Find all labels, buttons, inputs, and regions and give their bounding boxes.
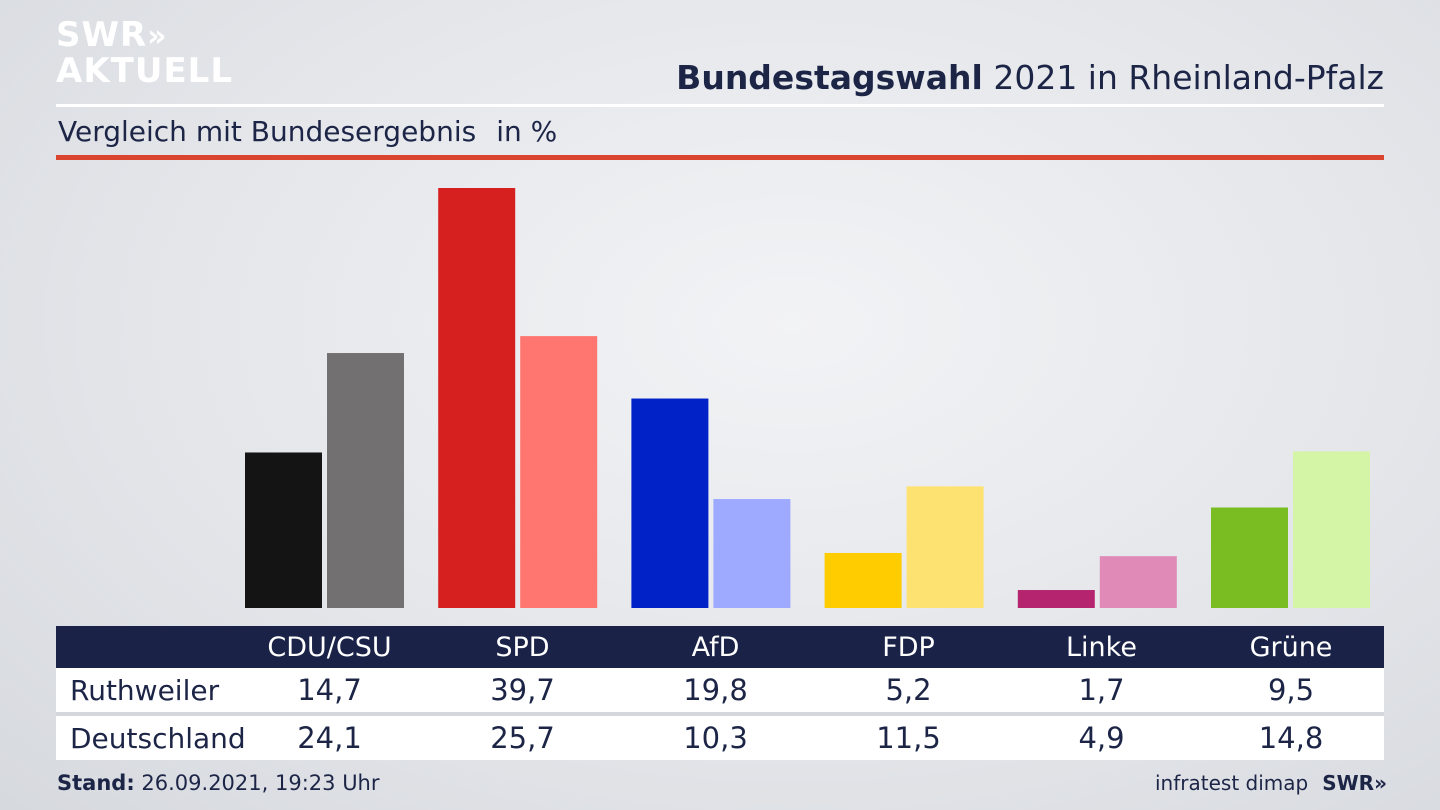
value-cell: 11,5	[812, 712, 1005, 760]
source-text: infratest dimap	[1155, 771, 1309, 795]
bar-cducsu-deutschland	[327, 353, 404, 608]
table-row-deutschland: Deutschland 24,1 25,7 10,3 11,5 4,9 14,8	[56, 712, 1384, 760]
value-cell: 14,8	[1198, 712, 1384, 760]
value-cell: 24,1	[233, 712, 426, 760]
value-cell: 14,7	[233, 668, 426, 712]
unit-label: in %	[496, 115, 558, 148]
party-header-afd: AfD	[619, 626, 812, 668]
bar-cducsu-ruthweiler	[245, 452, 322, 608]
row-label: Deutschland	[56, 712, 246, 760]
logo-arrows-icon: »	[147, 19, 167, 54]
source-credit: infratest dimap SWR»	[1155, 771, 1387, 795]
results-table: CDU/CSU SPD AfD FDP Linke Grüne Ruthweil…	[56, 626, 1384, 760]
value-cell: 1,7	[1005, 668, 1198, 712]
logo-line2: AKTUELL	[56, 51, 234, 91]
value-cell: 5,2	[812, 668, 1005, 712]
page-title: Bundestagswahl 2021 in Rheinland-Pfalz	[676, 58, 1384, 97]
party-header-linke: Linke	[1005, 626, 1198, 668]
party-header-gruene: Grüne	[1198, 626, 1384, 668]
bar-fdp-ruthweiler	[824, 552, 902, 608]
value-cell: 19,8	[619, 668, 812, 712]
bar-chart	[245, 188, 1370, 608]
table-header-row: CDU/CSU SPD AfD FDP Linke Grüne	[56, 626, 1384, 668]
bar-gruene-deutschland	[1293, 451, 1370, 608]
bar-afd-ruthweiler	[631, 398, 709, 608]
value-cell: 10,3	[619, 712, 812, 760]
bar-afd-deutschland	[713, 499, 791, 608]
value-cell: 9,5	[1198, 668, 1384, 712]
row-label: Ruthweiler	[56, 668, 233, 712]
subtitle-text: Vergleich mit Bundesergebnis	[58, 115, 477, 148]
stand-value: 26.09.2021, 19:23 Uhr	[141, 771, 380, 795]
bar-spd-ruthweiler	[438, 188, 516, 608]
logo-line1: SWR	[56, 15, 148, 55]
party-header-spd: SPD	[426, 626, 619, 668]
timestamp: Stand: 26.09.2021, 19:23 Uhr	[57, 771, 380, 795]
value-cell: 4,9	[1005, 712, 1198, 760]
stand-label: Stand:	[57, 771, 135, 795]
bar-spd-deutschland	[520, 336, 598, 608]
title-divider	[56, 104, 1384, 107]
swr-arrows-icon: »	[1374, 771, 1387, 795]
table-row-ruthweiler: Ruthweiler 14,7 39,7 19,8 5,2 1,7 9,5	[56, 668, 1384, 712]
party-header-cducsu: CDU/CSU	[233, 626, 426, 668]
bar-linke-ruthweiler	[1017, 590, 1095, 608]
title-bold: Bundestagswahl	[676, 58, 983, 97]
header-empty-cell	[56, 626, 233, 668]
party-header-fdp: FDP	[812, 626, 1005, 668]
subtitle: Vergleich mit Bundesergebnis in %	[58, 115, 557, 148]
swr-aktuell-logo: SWR» AKTUELL	[56, 18, 233, 88]
value-cell: 39,7	[426, 668, 619, 712]
subtitle-divider	[56, 155, 1384, 160]
bar-fdp-deutschland	[906, 486, 984, 608]
value-cell: 25,7	[426, 712, 619, 760]
bar-linke-deutschland	[1099, 556, 1177, 608]
title-rest: 2021 in Rheinland-Pfalz	[993, 58, 1384, 97]
bar-gruene-ruthweiler	[1211, 507, 1288, 608]
swr-brand: SWR	[1322, 771, 1375, 795]
